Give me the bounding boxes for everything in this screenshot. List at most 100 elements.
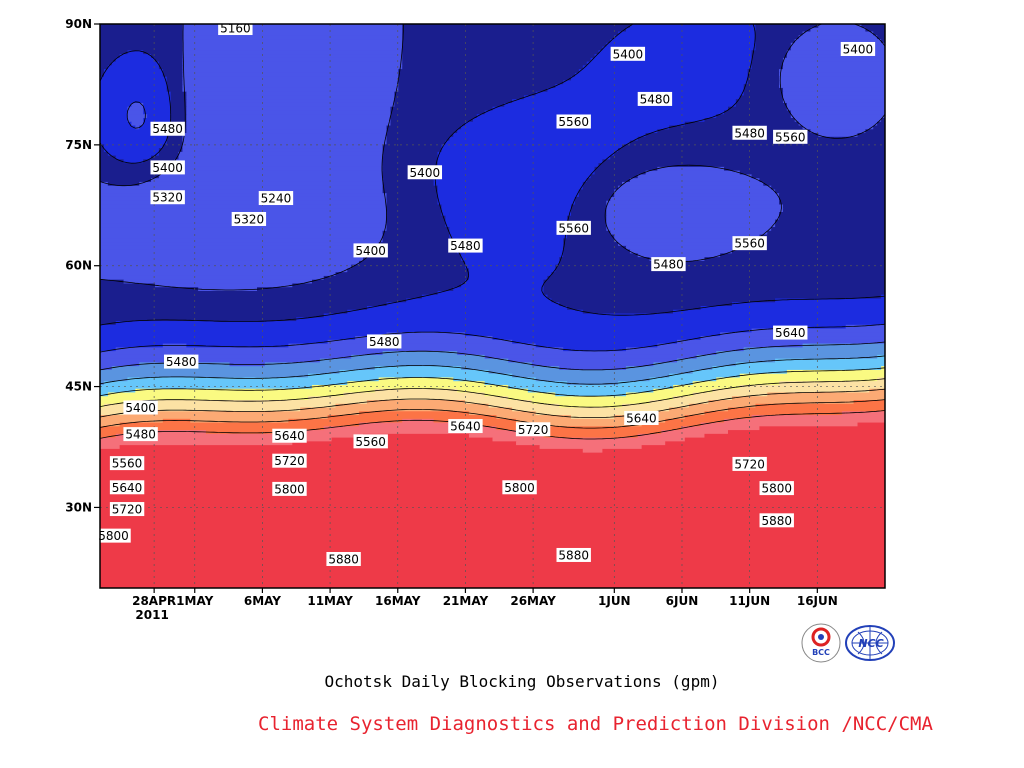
contour-fill-cell [182,133,388,138]
contour-label-box [109,480,145,495]
contour-label-box [164,354,199,369]
contour-fill-cell [182,76,399,81]
contour-fill-cell [433,174,592,179]
contour-fill-cell [100,118,129,123]
contour-fill-cell [571,212,607,217]
contour-fill-cell [378,242,454,247]
contour-fill-cell [402,35,615,40]
contour-fill-cell [759,426,885,431]
contour-fill-cell [386,193,439,198]
contour-fill-cell [622,144,885,149]
contour-fill-cell [676,358,776,363]
contour-fill-cell [629,178,760,183]
contour-fill-cell [759,178,885,183]
contour-fill-cell [100,290,439,296]
contour-fill-cell [402,39,611,44]
contour-fill-cell [543,279,885,285]
contour-fill-cell [453,242,564,247]
contour-fill-cell [673,396,733,401]
contour-fill-cell [402,46,603,51]
contour-fill-cell [567,306,702,311]
contour-fill-cell [100,384,313,390]
contour-fill-cell [382,185,439,191]
contour-fill-cell [100,324,847,330]
contour-fill-cell [100,148,105,153]
contour-fill-cell [649,400,709,405]
contour-fill-cell [402,50,600,55]
contour-label-text: 5560 [775,130,806,144]
contour-fill-cell [398,84,556,89]
bcc-logo: BCC [801,623,841,663]
contour-fill-cell [610,39,757,44]
contour-fill-cell [394,95,525,100]
contour-fill-cell [182,87,399,93]
contour-fill-cell [445,223,568,228]
contour-label-text: 5800 [504,481,535,495]
contour-fill-cell [402,65,584,70]
contour-fill-cell [100,72,105,78]
contour-fill-cell [786,102,885,108]
contour-fill-cell [590,174,639,179]
contour-label-box [759,513,794,528]
contour-fill-cell [582,185,619,191]
contour-fill-cell [103,69,164,74]
contour-label-text: 5480 [125,428,156,442]
contour-label-text: 5800 [761,482,792,496]
contour-fill-cell [441,148,619,153]
contour-fill-cell [103,72,164,78]
contour-fill-cell [728,106,788,112]
contour-fill-cell [457,351,717,356]
contour-fill-cell [869,388,885,394]
contour-fill-cell [100,569,885,574]
contour-fill-cell [100,347,117,352]
contour-fill-cell [523,95,741,100]
contour-fill-cell [437,151,615,157]
contour-label: 5560 [109,456,145,471]
contour-fill-cell [123,159,144,164]
contour-fill-cell [100,441,293,446]
contour-label-box [556,547,591,562]
contour-fill-cell [100,542,885,548]
contour-fill-cell [100,317,297,322]
contour-label-text: 5160 [220,22,251,36]
contour-fill-cell [390,114,478,119]
contour-line-5720 [100,388,885,418]
contour-fill-cell [100,572,885,578]
contour-fill-cell [586,178,631,183]
contour-label: 5880 [759,513,794,528]
contour-fill-cell [684,415,753,420]
contour-fill-cell [700,306,885,311]
contour-fill-cell [100,283,156,288]
contour-fill-cell [100,415,329,420]
contour-fill-cell [100,102,132,108]
contour-fill-cell [178,155,384,160]
contour-fill-cell [779,200,885,206]
contour-fill-cell [347,381,486,386]
contour-fill-cell [535,343,658,348]
contour-fill-cell [170,102,187,108]
contour-fill-cell [100,463,885,469]
contour-fill-cell [571,76,749,81]
contour-fill-cell [449,136,639,142]
contour-fill-cell [645,133,819,138]
contour-label-box [759,481,794,496]
contour-fill-cell [574,72,749,78]
contour-fill-cell [347,268,470,273]
contour-fill-cell [359,260,466,266]
contour-fill-cell [731,302,885,307]
x-tick-label: 28APR [132,594,176,608]
contour-fill-cell [100,520,885,525]
x-tick-label: 11MAY [307,594,353,608]
contour-fill-cell [182,35,403,40]
contour-fill-cell [100,539,885,544]
contour-fill-cell [437,163,600,168]
y-tick-label: 30N [65,500,92,514]
contour-fill-cell [441,204,572,209]
contour-fill-cell [578,189,615,194]
contour-fill-cell [335,272,470,277]
contour-fill-cell [100,69,105,74]
contour-label: 5480 [448,238,483,253]
logos: BCC NCC [801,623,895,663]
x-tick-label: 21MAY [443,594,489,608]
contour-fill-cell [100,39,184,44]
